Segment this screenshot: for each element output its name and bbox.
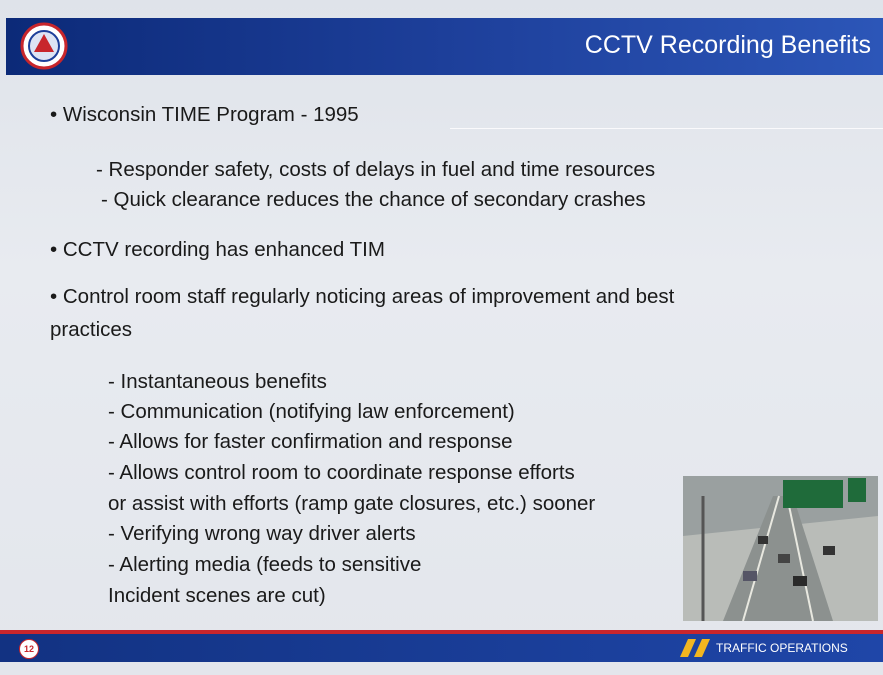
bullet-continuation: practices bbox=[50, 318, 133, 341]
footer-slashes bbox=[680, 639, 710, 657]
sub-bullet: - Responder safety, costs of delays in f… bbox=[96, 158, 656, 181]
sub-bullet-continuation: Incident scenes are cut) bbox=[108, 584, 326, 607]
footer-stripe bbox=[0, 630, 883, 634]
slide-title: CCTV Recording Benefits bbox=[584, 31, 871, 59]
header-bar: CCTV Recording Benefits bbox=[6, 18, 883, 75]
traffic-photo bbox=[683, 476, 878, 621]
divider bbox=[450, 128, 883, 129]
sub-bullet: - Allows for faster confirmation and res… bbox=[108, 430, 513, 453]
sub-bullet: - Alerting media (feeds to sensitive bbox=[108, 553, 422, 576]
footer-bar: 12 TRAFFIC OPERATIONS bbox=[0, 634, 883, 662]
sub-bullet: - Instantaneous benefits bbox=[108, 370, 327, 393]
logo bbox=[20, 22, 68, 70]
sub-bullet-continuation: or assist with efforts (ramp gate closur… bbox=[108, 492, 596, 515]
sub-bullet: - Communication (notifying law enforceme… bbox=[108, 400, 515, 423]
page-number: 12 bbox=[19, 639, 39, 659]
footer-label: TRAFFIC OPERATIONS bbox=[716, 641, 848, 655]
sub-bullet: - Verifying wrong way driver alerts bbox=[108, 522, 416, 545]
bullet: • Control room staff regularly noticing … bbox=[50, 285, 675, 308]
bullet: • Wisconsin TIME Program - 1995 bbox=[50, 103, 359, 126]
bullet: • CCTV recording has enhanced TIM bbox=[50, 238, 385, 261]
sub-bullet: - Allows control room to coordinate resp… bbox=[108, 461, 575, 484]
sub-bullet: - Quick clearance reduces the chance of … bbox=[101, 188, 646, 211]
